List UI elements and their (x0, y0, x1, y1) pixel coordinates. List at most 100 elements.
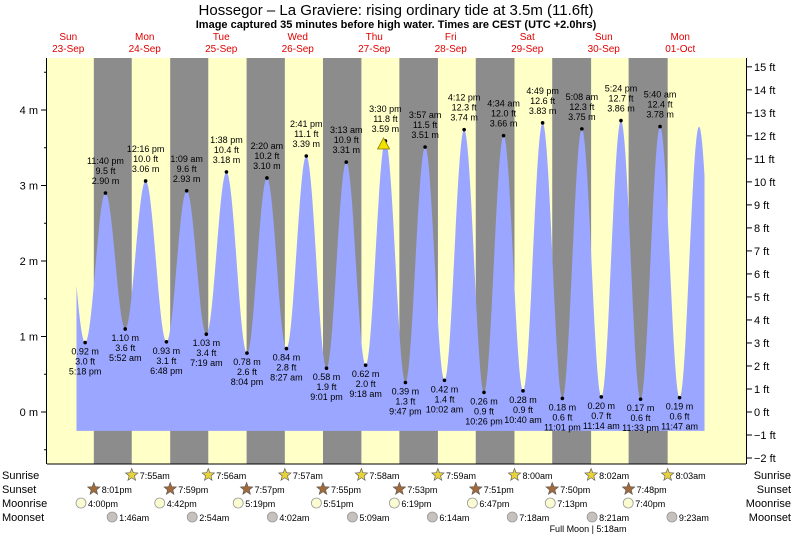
low-tide-metres: 0.26 m (470, 396, 498, 406)
sunset-star-icon (468, 481, 483, 495)
high-tide-time: 4:34 am (487, 99, 520, 109)
high-tide-metres: 3.51 m (411, 130, 439, 140)
high-tide-time: 1:38 pm (210, 135, 243, 145)
low-tide-feet: 0.6 ft (631, 413, 652, 423)
low-tide-metres: 0.92 m (71, 347, 99, 357)
low-tide-metres: 0.28 m (509, 395, 537, 405)
high-tide-time: 3:13 am (330, 125, 363, 135)
moonset-disc-icon (106, 511, 118, 523)
high-tide-metres: 3.75 m (568, 112, 596, 122)
high-tide-point (619, 118, 623, 123)
high-tide-point (658, 124, 662, 129)
low-tide-metres: 0.39 m (392, 387, 420, 397)
low-tide-metres: 0.18 m (549, 402, 577, 412)
sunrise-time: 7:56am (216, 471, 246, 481)
high-tide-feet: 12.7 ft (608, 94, 634, 104)
moonrise-row-label-left: Moonrise (2, 498, 47, 510)
high-tide-metres: 3.59 m (372, 124, 400, 134)
high-tide-point (143, 179, 148, 183)
day-name: Sun (59, 32, 77, 43)
day-date: 28-Sep (435, 44, 468, 55)
low-tide-point (599, 395, 604, 399)
sunrise-time: 7:55am (140, 471, 170, 481)
day-date: 29-Sep (511, 44, 544, 55)
low-tide-metres: 0.42 m (431, 384, 459, 394)
low-tide-point (442, 378, 447, 383)
day-date: 24-Sep (129, 44, 162, 55)
moonrise-disc-icon (310, 497, 322, 509)
y-tick-label-ft: 14 ft (754, 85, 775, 97)
y-tick-label-ft: 15 ft (754, 62, 775, 74)
high-tide-feet: 12.3 ft (569, 102, 595, 112)
sunset-time: 7:51pm (484, 485, 514, 495)
sunset-row-label-right: Sunset (757, 484, 791, 496)
low-tide-point (482, 390, 486, 395)
sunset-time: 8:01pm (102, 485, 132, 495)
high-tide-feet: 12.3 ft (452, 103, 478, 113)
y-tick-label-m: 0 m (20, 407, 38, 419)
low-tide-metres: 0.84 m (273, 353, 301, 363)
y-tick-label-m: 1 m (20, 332, 38, 344)
low-tide-feet: 0.6 ft (670, 412, 691, 422)
y-tick-label-ft: 6 ft (754, 269, 769, 281)
sunrise-star-icon (431, 467, 445, 481)
high-tide-point (344, 160, 349, 164)
low-tide-feet: 3.4 ft (196, 348, 217, 358)
low-tide-feet: 2.6 ft (237, 367, 258, 377)
moonset-row-label-right: Moonset (749, 512, 791, 524)
high-tide-time: 2:41 pm (290, 119, 323, 129)
sunset-time: 7:48pm (637, 485, 667, 495)
moonset-time: 8:21am (599, 513, 629, 523)
chart-title: Hossegor – La Graviere: rising ordinary … (199, 2, 594, 19)
y-tick-label-ft: 7 ft (754, 246, 769, 258)
sunrise-row-label-right: Sunrise (754, 470, 791, 482)
high-tide-metres: 3.78 m (646, 110, 674, 120)
high-tide-feet: 10.4 ft (214, 145, 240, 155)
high-tide-metres: 3.31 m (333, 145, 361, 155)
sunset-star-icon (545, 481, 560, 495)
low-tide-metres: 0.62 m (352, 369, 380, 379)
high-tide-time: 3:30 pm (369, 104, 402, 114)
low-tide-time: 5:18 pm (69, 367, 102, 377)
moonrise-disc-icon (232, 497, 244, 509)
low-tide-time: 9:18 am (349, 389, 382, 399)
low-tide-point (560, 396, 565, 401)
low-tide-feet: 2.8 ft (276, 363, 297, 373)
high-tide-time: 4:12 pm (448, 93, 481, 103)
y-tick-label-ft: 4 ft (754, 315, 769, 327)
axes: 0 m 1 m 2 m 3 m 4 m −2 ft −1 ft 0 ft 1 ft 2 ft 3 f… (20, 58, 776, 465)
low-tide-feet: 2.0 ft (356, 379, 377, 389)
current-level-marker-icon (376, 137, 391, 150)
sunrise-star-icon (660, 467, 675, 481)
moonset-time: 6:14am (439, 513, 469, 523)
high-tide-time: 4:49 pm (526, 86, 559, 96)
moonset-disc-icon (186, 511, 198, 523)
low-tide-metres: 0.19 m (666, 402, 694, 412)
sunset-star-icon (239, 481, 254, 495)
high-tide-feet: 12.6 ft (530, 96, 556, 106)
low-tide-feet: 1.3 ft (395, 397, 416, 407)
low-tide-time: 10:26 pm (465, 416, 503, 426)
moonset-time: 7:18am (519, 513, 549, 523)
y-tick-label-m: 3 m (20, 181, 38, 193)
sunrise-star-icon (354, 467, 369, 481)
low-tide-time: 10:02 am (426, 404, 464, 414)
high-tide-point (103, 191, 108, 195)
sunset-row-label-left: Sunset (2, 484, 36, 496)
high-tide-metres: 3.66 m (490, 119, 518, 129)
low-tide-feet: 3.1 ft (156, 356, 177, 366)
sunset-time: 7:55pm (331, 485, 361, 495)
moonrise-disc-icon (388, 497, 400, 509)
low-tide-feet: 0.7 ft (591, 411, 612, 421)
high-tide-metres: 3.18 m (213, 155, 241, 165)
low-tide-point (638, 397, 643, 401)
low-tide-time: 11:01 pm (544, 422, 581, 432)
sunrise-time: 8:03am (676, 471, 706, 481)
low-tide-feet: 3.0 ft (75, 357, 96, 367)
high-tide-point (423, 145, 427, 149)
sunset-time: 7:50pm (560, 485, 590, 495)
low-tide-metres: 0.17 m (627, 403, 655, 413)
sunrise-row-label-left: Sunrise (2, 470, 39, 482)
y-tick-label-ft: 8 ft (754, 223, 769, 235)
